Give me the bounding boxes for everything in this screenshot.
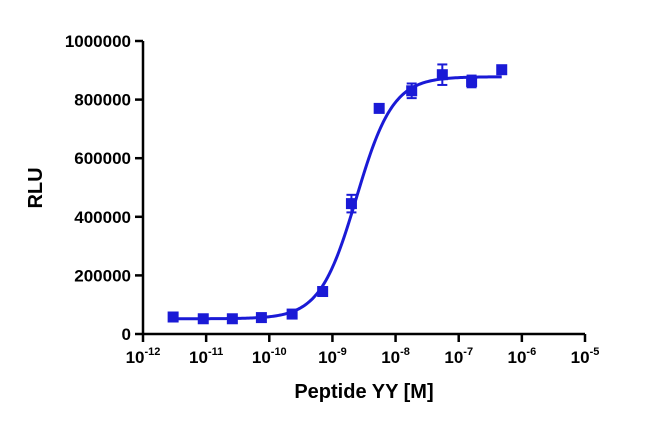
y-tick-label: 1000000 bbox=[65, 32, 131, 51]
y-ticks: 0 200000 400000 600000 800000 1000000 bbox=[65, 32, 143, 344]
x-tick-label: 10-12 bbox=[126, 346, 161, 367]
y-tick-label: 200000 bbox=[74, 266, 131, 285]
axes bbox=[141, 41, 585, 336]
x-axis-title: Peptide YY [M] bbox=[294, 381, 433, 403]
data-point bbox=[373, 102, 385, 114]
y-tick-label: 0 bbox=[122, 325, 131, 344]
x-tick-label: 10-9 bbox=[318, 346, 347, 367]
data-point bbox=[345, 198, 357, 210]
data-points bbox=[167, 63, 508, 325]
data-point bbox=[226, 313, 238, 325]
data-point bbox=[496, 64, 508, 76]
x-ticks: 10-12 10-11 10-10 10-9 10-8 10-7 10-6 10-5 bbox=[126, 334, 600, 367]
x-tick-label: 10-5 bbox=[571, 346, 600, 367]
x-tick-label: 10-11 bbox=[189, 346, 223, 367]
x-tick-label: 10-6 bbox=[508, 346, 537, 367]
fit-curve bbox=[173, 75, 502, 321]
data-point bbox=[255, 312, 267, 324]
data-point bbox=[197, 313, 209, 325]
x-tick-label: 10-7 bbox=[444, 346, 473, 367]
data-point bbox=[406, 85, 418, 97]
y-tick-label: 800000 bbox=[74, 91, 131, 110]
fit-curve-group bbox=[173, 75, 502, 321]
x-tick-label: 10-10 bbox=[252, 346, 287, 367]
x-tick-label: 10-8 bbox=[381, 346, 410, 367]
data-point bbox=[167, 311, 179, 323]
y-axis-title: RLU bbox=[25, 167, 47, 208]
data-point bbox=[436, 69, 448, 81]
data-point bbox=[466, 75, 478, 87]
y-tick-label: 400000 bbox=[74, 208, 131, 227]
data-point bbox=[317, 286, 329, 298]
data-point bbox=[286, 308, 298, 320]
y-tick-label: 600000 bbox=[74, 149, 131, 168]
